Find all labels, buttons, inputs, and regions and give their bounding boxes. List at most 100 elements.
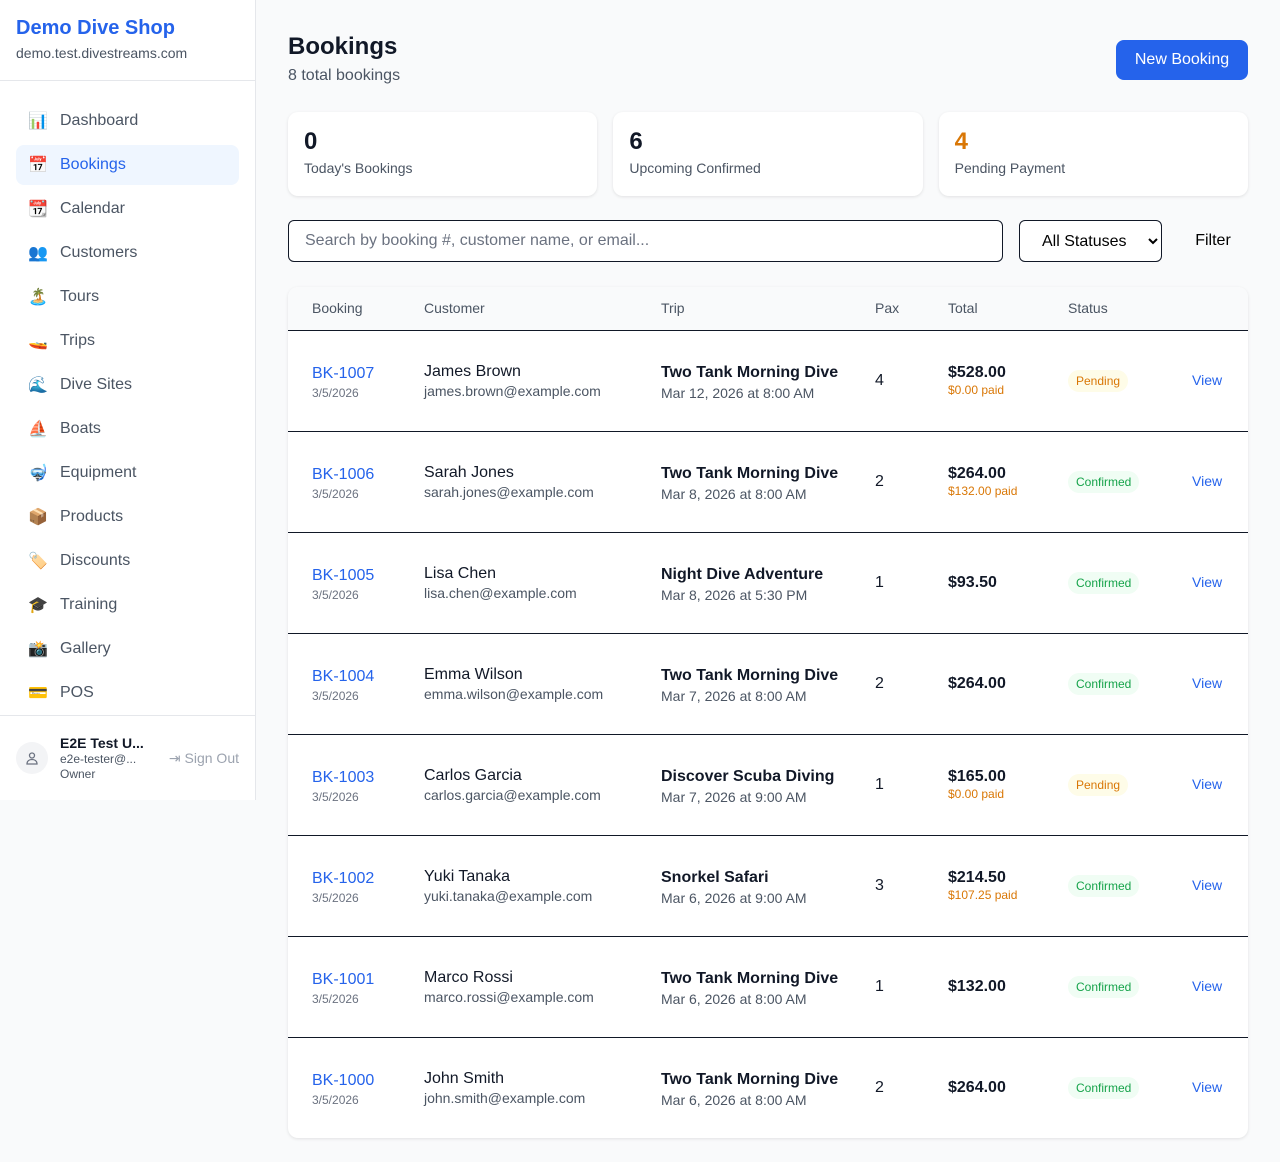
calendar-icon: 📆 <box>28 201 48 218</box>
customer-email: james.brown@example.com <box>424 382 601 399</box>
sidebar-item-label: Boats <box>60 420 101 437</box>
sidebar-item-pos[interactable]: 💳 POS <box>16 673 239 713</box>
sidebar-item-trips[interactable]: 🚤 Trips <box>16 321 239 361</box>
customer-email: marco.rossi@example.com <box>424 988 594 1005</box>
sidebar-item-training[interactable]: 🎓 Training <box>16 585 239 625</box>
total: $264.00 <box>948 1078 1006 1096</box>
total: $264.00 <box>948 674 1006 692</box>
total: $165.00 <box>948 767 1006 785</box>
gallery-icon: 📸 <box>28 641 48 658</box>
booking-link[interactable]: BK-1007 <box>312 364 375 382</box>
trip-date: Mar 8, 2026 at 8:00 AM <box>661 485 807 502</box>
sidebar-item-gallery[interactable]: 📸 Gallery <box>16 629 239 669</box>
status-select[interactable]: All Statuses <box>1019 220 1162 262</box>
booking-link[interactable]: BK-1001 <box>312 970 375 988</box>
view-link[interactable]: View <box>1192 876 1223 893</box>
sidebar-item-customers[interactable]: 👥 Customers <box>16 233 239 273</box>
booking-created: 3/5/2026 <box>312 385 359 400</box>
pax: 2 <box>851 431 924 533</box>
paid-amount: $107.25 paid <box>948 887 1018 902</box>
view-link[interactable]: View <box>1192 472 1223 489</box>
sidebar-item-label: Dive Sites <box>60 376 133 393</box>
stat-value: 0 <box>304 128 318 155</box>
bookings-table: Booking Customer Trip Pax Total Status BK-100… <box>288 287 1248 1138</box>
status-badge: Pending <box>1068 773 1129 796</box>
booking-link[interactable]: BK-1006 <box>312 465 375 483</box>
page-subtitle: 8 total bookings <box>288 67 401 84</box>
sidebar-item-label: Customers <box>60 244 138 261</box>
table-row: BK-1005 3/5/2026 Lisa Chen lisa.chen@examp… <box>288 532 1248 634</box>
trip-name: Two Tank Morning Dive <box>661 969 839 987</box>
status-badge: Pending <box>1068 369 1129 392</box>
sidebar-item-label: Equipment <box>60 464 137 481</box>
booking-created: 3/5/2026 <box>312 890 359 905</box>
sidebar-item-boats[interactable]: ⛵ Boats <box>16 409 239 449</box>
column-header: Pax <box>851 287 924 331</box>
booking-link[interactable]: BK-1005 <box>312 566 375 584</box>
brand-name[interactable]: Demo Dive Shop <box>16 17 175 39</box>
sidebar-item-label: Gallery <box>60 640 111 657</box>
trip-name: Two Tank Morning Dive <box>661 464 839 482</box>
status-badge: Confirmed <box>1068 672 1140 695</box>
sidebar-item-equipment[interactable]: 🤿 Equipment <box>16 453 239 493</box>
sidebar-item-label: Tours <box>60 288 100 305</box>
stat-value: 4 <box>954 128 969 155</box>
table-row: BK-1001 3/5/2026 Marco Rossi marco.rossi@e… <box>288 936 1248 1038</box>
tours-icon: 🏝️ <box>28 289 48 306</box>
view-link[interactable]: View <box>1192 573 1223 590</box>
trip-name: Discover Scuba Diving <box>661 767 835 785</box>
status-badge: Confirmed <box>1068 1076 1140 1099</box>
booking-link[interactable]: BK-1000 <box>312 1071 375 1089</box>
customer-name: Sarah Jones <box>424 463 514 481</box>
column-header: Booking <box>288 287 400 331</box>
booking-link[interactable]: BK-1004 <box>312 667 375 685</box>
sidebar-item-dashboard[interactable]: 📊 Dashboard <box>16 101 239 141</box>
view-link[interactable]: View <box>1192 1078 1223 1095</box>
new-booking-button[interactable]: New Booking <box>1116 40 1248 80</box>
trips-icon: 🚤 <box>28 333 48 350</box>
table-row: BK-1006 3/5/2026 Sarah Jones sarah.jones@e… <box>288 431 1248 533</box>
customer-name: Carlos Garcia <box>424 766 522 784</box>
total: $214.50 <box>948 868 1006 886</box>
stat-label: Upcoming Confirmed <box>629 160 761 176</box>
sidebar-item-label: Bookings <box>60 156 126 173</box>
sign-out-label: Sign Out <box>184 749 239 766</box>
trip-name: Two Tank Morning Dive <box>661 363 839 381</box>
sidebar-item-label: Products <box>60 508 124 525</box>
stat-label: Pending Payment <box>954 160 1066 176</box>
customer-email: emma.wilson@example.com <box>424 685 604 702</box>
sidebar-item-tours[interactable]: 🏝️ Tours <box>16 277 239 317</box>
booking-link[interactable]: BK-1003 <box>312 768 375 786</box>
table-row: BK-1007 3/5/2026 James Brown james.brown@e… <box>288 330 1248 432</box>
booking-link[interactable]: BK-1002 <box>312 869 375 887</box>
stat-card: 4 Pending Payment <box>938 112 1248 196</box>
sidebar-item-discounts[interactable]: 🏷️ Discounts <box>16 541 239 581</box>
sidebar-item-products[interactable]: 📦 Products <box>16 497 239 537</box>
customer-name: Lisa Chen <box>424 564 497 582</box>
view-link[interactable]: View <box>1192 674 1223 691</box>
trip-name: Two Tank Morning Dive <box>661 666 839 684</box>
pax: 1 <box>851 936 924 1038</box>
user-name: E2E Test U... <box>60 735 144 751</box>
search-input[interactable] <box>288 220 1003 262</box>
sidebar-item-bookings[interactable]: 📅 Bookings <box>16 145 239 185</box>
pax: 1 <box>851 532 924 634</box>
status-badge: Confirmed <box>1068 571 1140 594</box>
trip-date: Mar 8, 2026 at 5:30 PM <box>661 586 808 603</box>
table-row: BK-1000 3/5/2026 John Smith john.smith@exa… <box>288 1037 1248 1138</box>
view-link[interactable]: View <box>1192 775 1223 792</box>
bookings-icon: 📅 <box>28 157 48 174</box>
view-link[interactable]: View <box>1192 371 1223 388</box>
sign-out-button[interactable]: ⇥ Sign Out <box>169 750 239 767</box>
customer-email: lisa.chen@example.com <box>424 584 577 601</box>
trip-date: Mar 6, 2026 at 9:00 AM <box>661 889 807 906</box>
view-link[interactable]: View <box>1192 977 1223 994</box>
filter-button[interactable]: Filter <box>1178 232 1248 250</box>
filters-bar: All Statuses Filter <box>288 220 1248 262</box>
booking-created: 3/5/2026 <box>312 486 359 501</box>
sidebar-item-label: Discounts <box>60 552 131 569</box>
trip-date: Mar 7, 2026 at 8:00 AM <box>661 687 807 704</box>
sidebar-item-label: POS <box>60 684 94 701</box>
sidebar-item-dive-sites[interactable]: 🌊 Dive Sites <box>16 365 239 405</box>
sidebar-item-calendar[interactable]: 📆 Calendar <box>16 189 239 229</box>
